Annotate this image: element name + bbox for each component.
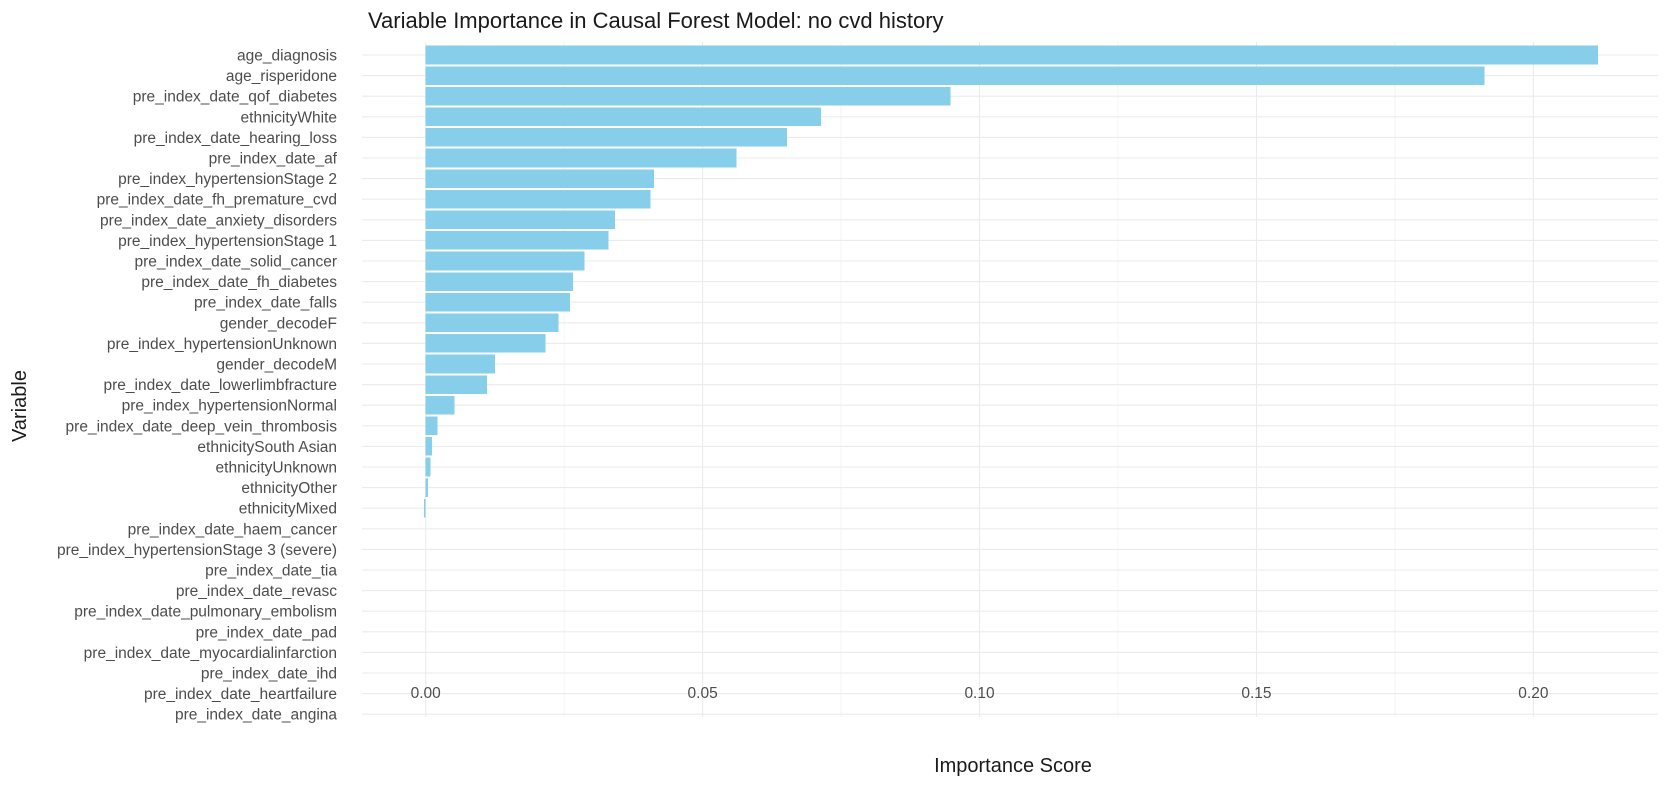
y-tick-label: pre_index_date_ihd	[201, 666, 337, 683]
y-tick-label: pre_index_hypertensionStage 3 (severe)	[57, 542, 337, 559]
bar-pre-index-hypertensionstage-1	[425, 231, 609, 250]
y-tick-label: ethnicityOther	[241, 480, 337, 497]
x-tick-label: 0.10	[964, 685, 995, 702]
bar-pre-index-date-falls	[425, 292, 571, 312]
y-tick-labels: age_diagnosis age_risperidone pre_index_da…	[57, 48, 338, 724]
y-tick-label: ethnicityUnknown	[216, 460, 337, 477]
y-tick-label: pre_index_date_haem_cancer	[128, 521, 337, 538]
bar-age-diagnosis	[425, 45, 1599, 65]
y-tick-label: pre_index_date_pulmonary_embolism	[74, 604, 337, 621]
y-tick-label: pre_index_date_fh_diabetes	[141, 274, 337, 291]
bar-pre-index-date-fh-premature-cvd	[425, 189, 651, 209]
y-tick-label: pre_index_date_qof_diabetes	[133, 89, 338, 106]
y-axis-title: Variable	[9, 370, 31, 442]
x-tick-label: 0.00	[411, 685, 442, 702]
x-tick-labels: 0.00 0.05 0.10 0.15 0.20	[411, 685, 1549, 702]
y-tick-label: pre_index_date_lowerlimbfracture	[104, 377, 338, 394]
bar-ethnicityunknown	[425, 457, 431, 477]
bar-pre-index-date-deep-vein-thrombosis	[425, 416, 438, 436]
bar-pre-index-hypertensionunknown	[425, 334, 546, 353]
y-tick-label: ethnicitySouth Asian	[197, 439, 337, 456]
bar-pre-index-date-hearing-loss	[425, 128, 787, 147]
bar-pre-index-hypertensionstage-2	[425, 169, 654, 188]
y-tick-label: pre_index_hypertensionNormal	[122, 398, 337, 415]
y-tick-label: ethnicityWhite	[241, 109, 337, 126]
bar-pre-index-hypertensionnormal	[425, 395, 455, 415]
y-tick-label: pre_index_date_tia	[205, 563, 337, 580]
bar-pre-index-date-anxiety-disorders	[425, 210, 616, 230]
y-tick-label: pre_index_date_solid_cancer	[134, 254, 337, 271]
y-tick-label: pre_index_date_revasc	[176, 583, 337, 600]
y-tick-label: pre_index_date_angina	[175, 707, 337, 724]
bar-pre-index-date-qof-diabetes	[425, 86, 951, 106]
bar-gender-decodef	[425, 313, 559, 333]
y-tick-label: age_diagnosis	[237, 48, 337, 65]
x-tick-label: 0.20	[1518, 685, 1549, 702]
x-axis-title: Importance Score	[934, 755, 1092, 777]
y-tick-label: pre_index_date_fh_premature_cvd	[97, 192, 337, 209]
bar-ethnicitymixed	[424, 498, 426, 518]
y-tick-label: pre_index_hypertensionStage 1	[118, 233, 337, 250]
bar-ethnicityother	[425, 478, 428, 497]
bar-pre-index-date-solid-cancer	[425, 251, 585, 271]
y-tick-label: gender_decodeM	[216, 357, 337, 374]
bar-pre-index-date-fh-diabetes	[425, 272, 574, 291]
y-tick-label: gender_decodeF	[220, 315, 337, 332]
y-tick-label: pre_index_hypertensionStage 2	[118, 171, 337, 188]
y-tick-label: pre_index_date_af	[209, 151, 338, 168]
bar-gender-decodem	[425, 354, 495, 374]
x-tick-label: 0.05	[688, 685, 718, 702]
bars	[424, 45, 1599, 518]
y-tick-label: pre_index_hypertensionUnknown	[107, 336, 337, 353]
y-tick-label: pre_index_date_deep_vein_thrombosis	[66, 418, 338, 435]
x-tick-label: 0.15	[1241, 685, 1271, 702]
bar-pre-index-date-lowerlimbfracture	[425, 375, 488, 394]
y-tick-label: pre_index_date_falls	[194, 295, 337, 312]
y-tick-label: pre_index_date_hearing_loss	[134, 130, 338, 147]
bar-ethnicitywhite	[425, 107, 822, 127]
y-tick-label: ethnicityMixed	[239, 501, 337, 518]
chart-title: Variable Importance in Causal Forest Mod…	[368, 8, 944, 33]
y-tick-label: pre_index_date_myocardialinfarction	[84, 645, 337, 662]
bar-pre-index-date-af	[425, 148, 737, 168]
y-tick-label: pre_index_date_anxiety_disorders	[100, 212, 337, 229]
y-tick-label: age_risperidone	[226, 68, 337, 85]
bar-age-risperidone	[425, 66, 1485, 85]
y-tick-label: pre_index_date_heartfailure	[144, 686, 337, 703]
y-tick-label: pre_index_date_pad	[196, 624, 337, 641]
bar-ethnicitysouth-asian	[425, 437, 432, 456]
